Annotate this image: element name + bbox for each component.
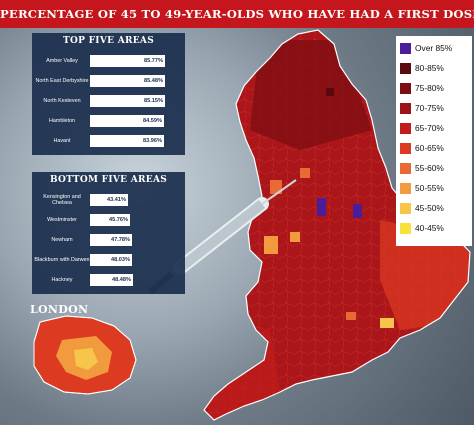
top-five-area-label: Amber Valley [46, 58, 78, 64]
top-five-bar [90, 95, 165, 107]
legend-item: 80-85% [400, 62, 472, 76]
bottom-five-area-label: Newham [51, 237, 73, 243]
legend-swatch [400, 43, 411, 54]
bottom-five-bar [90, 214, 130, 226]
legend-item: 70-75% [400, 102, 472, 116]
top-five-row: Amber Valley 85.77% [32, 51, 185, 71]
top-five-area-label: Hambleton [48, 118, 76, 124]
top-five-area-label: North Kesteven [43, 98, 81, 104]
legend-label: 75-80% [415, 83, 444, 93]
top-five-heading: TOP FIVE AREAS [62, 36, 155, 46]
top-five-area-label: North East Derbyshire [35, 78, 89, 84]
bottom-five-value-label: 45.76% [109, 217, 128, 223]
london-inset-label: LONDON [30, 303, 89, 316]
top-five-value-label: 85.77% [144, 58, 163, 64]
bottom-five-bar [90, 254, 132, 266]
legend-label: Over 85% [415, 43, 453, 53]
top-five-value-label: 83.96% [143, 138, 162, 144]
england-outline [203, 29, 471, 421]
legend-swatch [400, 223, 411, 234]
bottom-five-bar [90, 234, 132, 246]
bottom-five-area-label: Hackney [51, 277, 73, 283]
legend-item: 45-50% [400, 202, 472, 216]
top-five-bar [90, 75, 165, 87]
bottom-five-panel: BOTTOM FIVE AREAS Kensington and Chelsea… [32, 172, 185, 294]
legend-item: 65-70% [400, 122, 472, 136]
legend-item: 75-80% [400, 82, 472, 96]
legend-swatch [400, 83, 411, 94]
legend-label: 65-70% [415, 123, 444, 133]
legend-label: 70-75% [415, 103, 444, 113]
legend-item: 60-65% [400, 142, 472, 156]
top-five-row: Havant 83.96% [32, 131, 185, 151]
legend-swatch [400, 183, 411, 194]
legend-swatch [400, 143, 411, 154]
top-five-area-label: Havant [53, 138, 71, 144]
legend-item: 40-45% [400, 222, 472, 236]
top-five-panel: TOP FIVE AREAS Amber Valley 85.77% North E… [32, 33, 185, 155]
bottom-five-area-label: Westminster [47, 217, 77, 223]
top-five-value-label: 85.15% [144, 98, 163, 104]
top-five-row: North Kesteven 85.15% [32, 91, 185, 111]
legend-swatch [400, 123, 411, 134]
bottom-five-value-label: 43.41% [107, 197, 126, 203]
legend-swatch [400, 203, 411, 214]
top-five-value-label: 84.59% [143, 118, 162, 124]
legend-item: Over 85% [400, 42, 472, 56]
legend-label: 40-45% [415, 223, 444, 233]
bottom-five-value-label: 48.03% [111, 257, 130, 263]
legend-label: 55-60% [415, 163, 444, 173]
bottom-five-bar [90, 274, 133, 286]
bottom-five-row: Hackney 48.48% [32, 270, 185, 290]
bottom-five-value-label: 48.48% [112, 277, 131, 283]
london-inset-map [33, 315, 137, 395]
bottom-five-value-label: 47.78% [111, 237, 130, 243]
legend-item: 55-60% [400, 162, 472, 176]
bottom-five-row: Newham 47.78% [32, 230, 185, 250]
legend-label: 80-85% [415, 63, 444, 73]
legend-swatch [400, 63, 411, 74]
legend-swatch [400, 163, 411, 174]
top-five-bar [90, 115, 164, 127]
bottom-five-row: Kensington and Chelsea 43.41% [32, 190, 185, 210]
top-five-row: North East Derbyshire 85.48% [32, 71, 185, 91]
map-legend: Over 85% 80-85% 75-80% 70-75% 65-70% 60-65% 55… [396, 36, 472, 246]
bottom-five-heading: BOTTOM FIVE AREAS [49, 175, 168, 185]
top-five-bar [90, 55, 165, 67]
legend-label: 45-50% [415, 203, 444, 213]
top-five-bar [90, 135, 164, 147]
bottom-five-area-label: Kensington and Chelsea [43, 194, 81, 206]
bottom-five-row: Blackburn with Darwen 48.03% [32, 250, 185, 270]
bottom-five-bar [90, 194, 128, 206]
legend-item: 50-55% [400, 182, 472, 196]
legend-label: 50-55% [415, 183, 444, 193]
legend-label: 60-65% [415, 143, 444, 153]
page-title: PERCENTAGE OF 45 TO 49-YEAR-OLDS WHO HAV… [0, 0, 474, 28]
top-five-value-label: 85.48% [144, 78, 163, 84]
top-five-row: Hambleton 84.59% [32, 111, 185, 131]
bottom-five-row: Westminster 45.76% [32, 210, 185, 230]
legend-swatch [400, 103, 411, 114]
bottom-five-area-label: Blackburn with Darwen [34, 257, 90, 263]
